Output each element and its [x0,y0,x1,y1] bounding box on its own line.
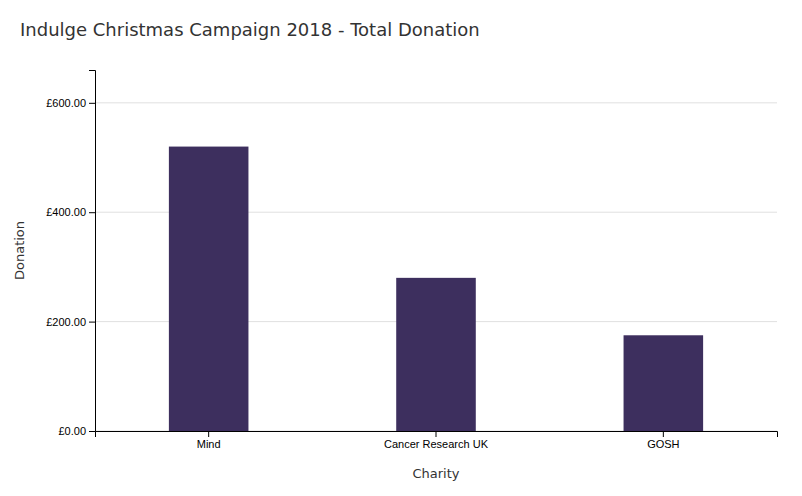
x-axis-line [96,432,778,438]
grid-line [95,102,777,103]
x-tick-label: Mind [197,438,221,450]
y-tick-mark [89,431,95,432]
y-axis-title: Donation [12,221,27,280]
x-tick-mark [208,431,209,437]
x-axis-title: Charity [412,466,459,481]
y-tick-label: £600.00 [46,97,86,109]
bar [396,278,476,431]
bars [169,147,703,431]
grid [95,103,777,431]
plot-area: £0.00 £200.00 £400.00 £600.00 Mind Cancer Res… [46,71,777,450]
x-axis: Mind Cancer Research UK GOSH [96,431,778,450]
chart: £0.00 £200.00 £400.00 £600.00 Mind Cancer Res… [0,0,802,496]
y-tick-label: £400.00 [46,206,86,218]
y-tick-label: £0.00 [58,425,86,437]
y-axis: £0.00 £200.00 £400.00 £600.00 [46,71,95,438]
y-tick-label: £200.00 [46,316,86,328]
y-tick-mark [89,103,95,104]
x-tick-mark [663,431,664,437]
x-tick: GOSH [647,431,679,450]
y-tick: £400.00 [46,206,95,218]
bar [624,335,704,431]
y-tick: £0.00 [58,425,95,437]
x-tick-label: GOSH [647,438,679,450]
y-tick: £200.00 [46,316,95,328]
y-tick-mark [89,322,95,323]
title: Indulge Christmas Campaign 2018 - Total … [20,19,480,40]
x-tick: Cancer Research UK [384,431,489,450]
y-axis-line [89,71,96,432]
x-tick: Mind [197,431,221,450]
x-tick-mark [436,431,437,437]
y-tick-mark [89,212,95,213]
bar [169,147,249,431]
x-tick-label: Cancer Research UK [384,438,489,450]
y-tick: £600.00 [46,97,95,109]
